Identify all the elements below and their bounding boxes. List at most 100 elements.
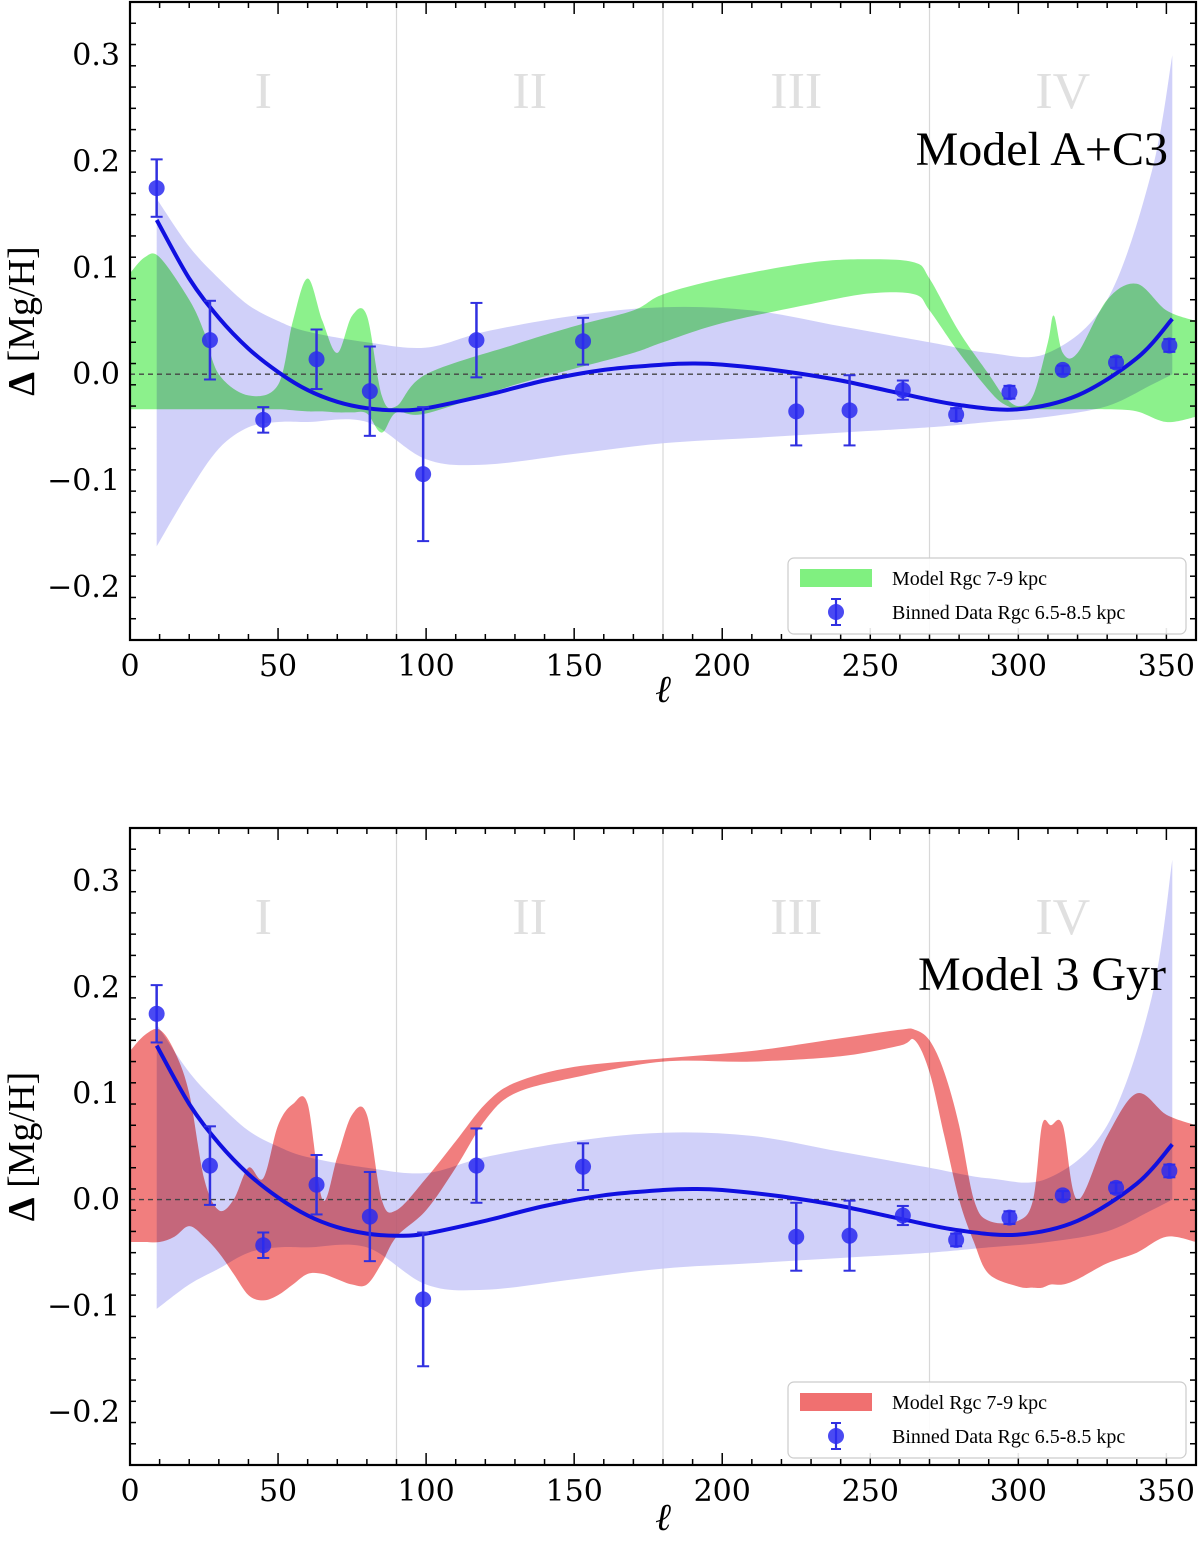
y-tick-label: −0.2: [47, 1395, 120, 1430]
legend-data-marker: [828, 1428, 844, 1444]
data-marker: [575, 333, 592, 350]
data-point-15: [1161, 337, 1178, 354]
data-marker: [148, 1005, 165, 1022]
quadrant-label-III: III: [770, 889, 822, 946]
legend: Model Rgc 7-9 kpc Binned Data Rgc 6.5-8.5…: [787, 557, 1187, 635]
quadrant-label-II: II: [512, 889, 547, 946]
data-marker: [468, 1157, 485, 1174]
data-point-5: [415, 406, 432, 543]
x-tick-label: 100: [397, 1474, 454, 1509]
data-marker: [255, 1237, 272, 1254]
y-tick-label: 0.0: [72, 1183, 120, 1218]
x-axis-label: ℓ: [655, 1495, 671, 1539]
x-tick-label: 200: [694, 649, 751, 684]
y-axis-label: Δ [Mg/H]: [1, 246, 43, 395]
data-marker: [894, 1207, 911, 1224]
quadrant-label-I: I: [255, 63, 272, 120]
data-point-12: [1001, 384, 1018, 401]
data-marker: [308, 351, 325, 368]
plot-area: I II III IV: [130, 2, 1196, 640]
data-point-3: [308, 1153, 325, 1216]
model-band: [130, 253, 1196, 433]
data-point-11: [948, 406, 965, 423]
legend-model-swatch: [800, 569, 872, 587]
data-point-6: [468, 1127, 485, 1204]
x-tick-label: 50: [259, 1474, 297, 1509]
data-marker: [788, 403, 805, 420]
data-marker: [1001, 384, 1018, 401]
data-point-2: [255, 406, 272, 434]
quadrant-label-IV: IV: [1035, 889, 1090, 946]
y-axis-label-delta: Δ: [1, 1197, 43, 1221]
data-marker: [415, 466, 432, 483]
x-tick-label: 100: [397, 649, 454, 684]
data-marker: [255, 411, 272, 428]
panel-model-a-c3: I II III IV0 50 100 150 200 250 300 350−0.2−0.10.0…: [1, 0, 1198, 711]
legend-data-label: Binned Data Rgc 6.5-8.5 kpc: [892, 602, 1125, 624]
x-tick-label: 200: [694, 1474, 751, 1509]
data-point-12: [1001, 1209, 1018, 1226]
data-point-14: [1108, 1179, 1125, 1196]
data-point-0: [148, 984, 165, 1044]
fit-uncertainty-band: [156, 55, 1173, 547]
data-point-1: [201, 1125, 218, 1206]
x-tick-label: 350: [1138, 649, 1195, 684]
data-point-14: [1108, 354, 1125, 371]
data-point-4: [361, 1170, 378, 1263]
data-point-13: [1054, 361, 1071, 378]
y-tick-label: 0.3: [72, 864, 120, 899]
y-tick-label: 0.0: [72, 357, 120, 392]
x-tick-label: 300: [990, 649, 1047, 684]
data-point-11: [948, 1231, 965, 1248]
data-point-15: [1161, 1162, 1178, 1179]
y-tick-label: 0.3: [72, 38, 120, 73]
data-marker: [1108, 354, 1125, 371]
y-tick-label: 0.1: [72, 1076, 120, 1111]
y-axis-label-text: [Mg/H]: [1, 1072, 43, 1198]
data-point-13: [1054, 1187, 1071, 1204]
data-marker: [361, 1208, 378, 1225]
data-point-8: [788, 1201, 805, 1272]
fit-uncertainty-band: [156, 859, 1173, 1309]
data-point-10: [894, 1204, 911, 1227]
data-point-9: [841, 1199, 858, 1272]
legend-model-label: Model Rgc 7-9 kpc: [892, 568, 1047, 590]
x-tick-label: 250: [842, 1474, 899, 1509]
y-tick-label: −0.2: [47, 570, 120, 605]
data-point-9: [841, 374, 858, 447]
data-point-8: [788, 376, 805, 447]
legend: Model Rgc 7-9 kpc Binned Data Rgc 6.5-8.5…: [787, 1381, 1187, 1459]
data-point-7: [575, 316, 592, 366]
data-marker: [415, 1291, 432, 1308]
legend-box: [787, 557, 1187, 635]
data-point-6: [468, 301, 485, 379]
data-marker: [201, 332, 218, 349]
model-title: Model A+C3: [916, 123, 1168, 176]
y-tick-label: −0.1: [47, 1289, 120, 1324]
legend-model-swatch: [800, 1393, 872, 1411]
x-tick-label: 50: [259, 649, 297, 684]
quadrant-label-I: I: [255, 889, 272, 946]
x-tick-label: 150: [546, 1474, 603, 1509]
y-tick-label: −0.1: [47, 464, 120, 499]
legend-data-label: Binned Data Rgc 6.5-8.5 kpc: [892, 1426, 1125, 1448]
data-marker: [201, 1157, 218, 1174]
y-axis-label: Δ [Mg/H]: [1, 1072, 43, 1221]
data-marker: [894, 382, 911, 399]
data-point-4: [361, 345, 378, 437]
x-tick-label: 150: [546, 649, 603, 684]
x-tick-label: 350: [1138, 1474, 1195, 1509]
x-tick-label: 0: [120, 1474, 139, 1509]
data-marker: [948, 406, 965, 423]
fit-curve: [154, 1044, 1174, 1238]
data-marker: [1161, 1162, 1178, 1179]
quadrant-label-III: III: [770, 63, 822, 120]
x-tick-label: 0: [120, 649, 139, 684]
x-tick-label: 300: [990, 1474, 1047, 1509]
data-marker: [575, 1158, 592, 1175]
data-marker: [948, 1231, 965, 1248]
panel-model-3-gyr: I II III IV0 50 100 150 200 250 300 350−0.2−0.10.0…: [1, 826, 1198, 1539]
data-point-5: [415, 1231, 432, 1368]
data-point-3: [308, 328, 325, 391]
